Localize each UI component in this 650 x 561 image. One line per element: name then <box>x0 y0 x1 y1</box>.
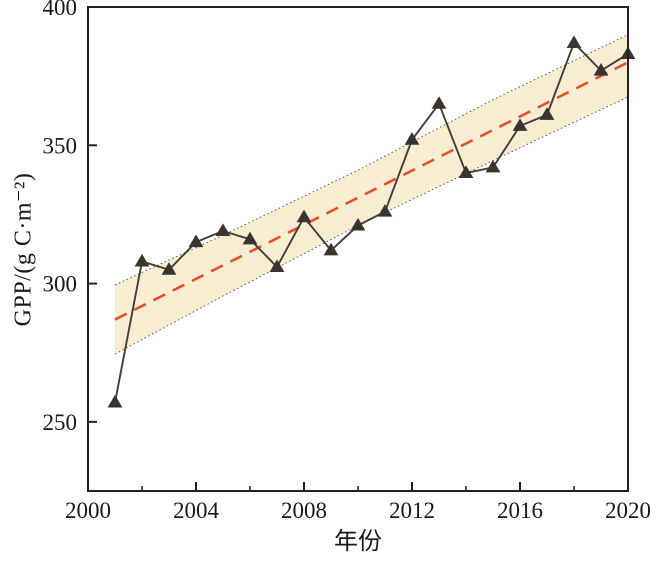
data-point-marker <box>215 223 231 237</box>
confidence-band <box>115 34 628 355</box>
confidence-band-lower-edge <box>114 96 629 355</box>
data-point-marker <box>296 209 312 223</box>
data-point-marker <box>161 262 177 275</box>
data-point-marker <box>431 96 447 109</box>
y-tick-label: 250 <box>43 410 78 435</box>
y-tick-label: 350 <box>43 133 78 158</box>
data-point-marker <box>188 234 204 248</box>
data-point-marker <box>458 165 474 178</box>
x-tick-label: 2020 <box>605 498 650 523</box>
x-tick-label: 2000 <box>65 498 111 523</box>
x-tick-label: 2004 <box>173 498 220 523</box>
y-tick-label: 300 <box>43 272 78 297</box>
x-tick-label: 2012 <box>389 498 435 523</box>
data-point-marker <box>404 132 420 145</box>
data-point-marker <box>242 231 258 245</box>
trend-line <box>114 61 629 321</box>
confidence-band-upper-edge <box>114 34 629 286</box>
y-tick-label: 400 <box>43 0 78 20</box>
data-point-marker <box>269 259 285 272</box>
data-point-marker <box>593 63 609 76</box>
data-point-marker <box>107 394 123 408</box>
data-point-marker <box>350 217 366 231</box>
data-point-marker <box>485 159 501 173</box>
x-tick-label: 2016 <box>497 498 543 523</box>
data-point-marker <box>512 118 528 131</box>
data-point-marker <box>323 242 339 256</box>
data-point-marker <box>566 35 582 48</box>
data-point-marker <box>539 107 555 120</box>
data-point-marker <box>377 204 393 217</box>
x-tick-label: 2008 <box>281 498 327 523</box>
data-point-marker <box>134 253 150 267</box>
